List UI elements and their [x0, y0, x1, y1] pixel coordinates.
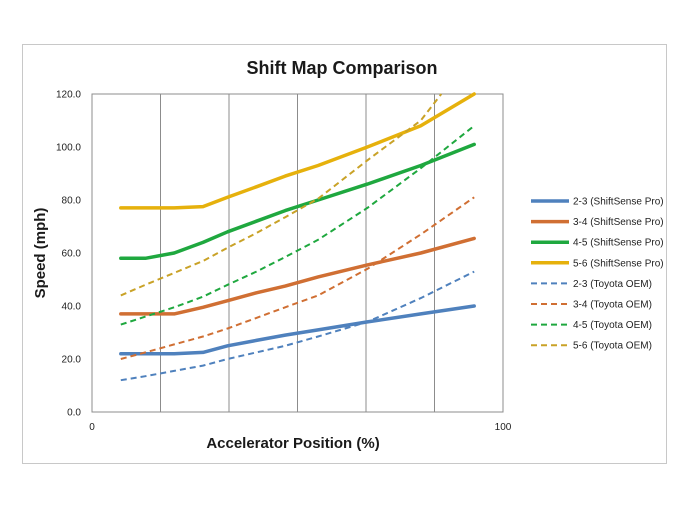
x-axis-title: Accelerator Position (%): [206, 435, 379, 452]
chart-title: Shift Map Comparison: [246, 58, 437, 78]
series-line-4: [119, 92, 476, 210]
y-tick-label: 40.0: [62, 302, 82, 313]
y-tick-label: 20.0: [62, 355, 82, 366]
y-tick-label: 60.0: [62, 249, 82, 260]
y-tick-label: 0.0: [67, 408, 81, 419]
legend-label: 5-6 (Toyota OEM): [573, 341, 652, 352]
x-axis-ticks: 0 100: [89, 422, 512, 433]
y-axis-ticks: 0.0 20.0 40.0 60.0 80.0 100.0 120.0: [56, 90, 81, 419]
series-lines: [119, 92, 476, 382]
x-tick-label: 0: [89, 422, 95, 433]
chart-frame: [22, 44, 667, 464]
legend-label: 3-4 (ShiftSense Pro): [573, 217, 664, 228]
legend-label: 4-5 (ShiftSense Pro): [573, 238, 664, 249]
y-tick-label: 100.0: [56, 143, 81, 154]
legend-label: 2-3 (ShiftSense Pro): [573, 197, 664, 208]
legend-label: 4-5 (Toyota OEM): [573, 320, 652, 331]
legend-label: 2-3 (Toyota OEM): [573, 279, 652, 290]
series-line-6: [120, 196, 475, 360]
y-tick-label: 80.0: [62, 196, 82, 207]
x-tick-label: 100: [495, 422, 512, 433]
legend-label: 5-6 (ShiftSense Pro): [573, 258, 664, 269]
legend: 2-3 (ShiftSense Pro) 3-4 (ShiftSense Pro)…: [531, 197, 664, 352]
y-axis-title: Speed (mph): [32, 208, 49, 299]
series-line-3: [119, 142, 476, 261]
series-line-5: [120, 270, 475, 382]
series-line-8: [120, 93, 443, 297]
series-line-2: [119, 236, 476, 316]
series-line-1: [119, 304, 476, 356]
series-line-7: [120, 125, 475, 326]
legend-label: 3-4 (Toyota OEM): [573, 300, 652, 311]
y-tick-label: 120.0: [56, 90, 81, 101]
